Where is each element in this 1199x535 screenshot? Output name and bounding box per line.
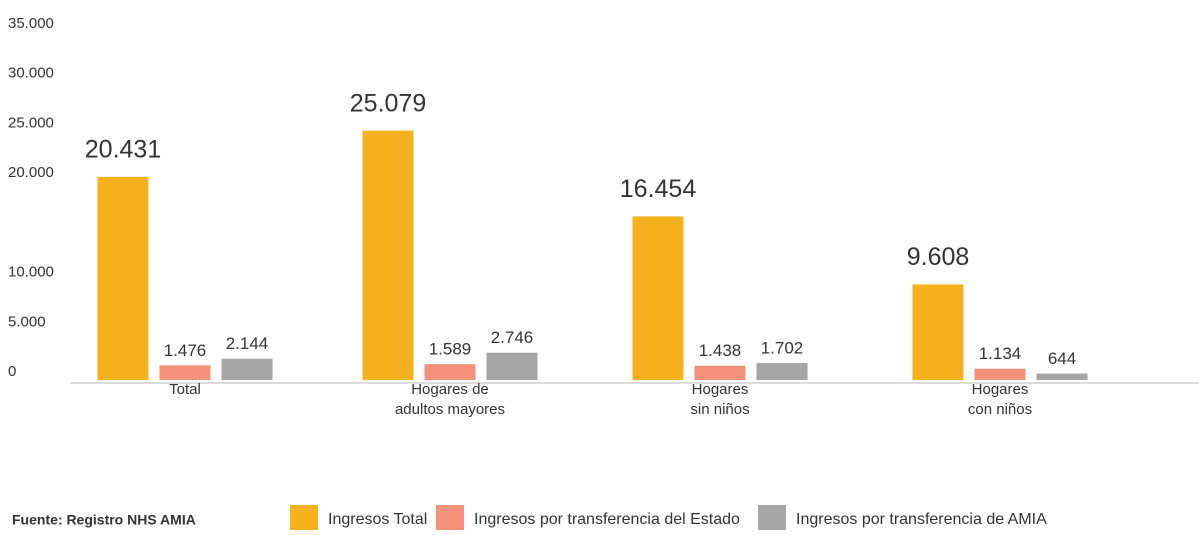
- legend-label: Ingresos por transferencia del Estado: [474, 511, 740, 528]
- legend-swatch: [758, 505, 786, 530]
- x-tick-label-line: Hogares: [692, 381, 749, 398]
- bar: [912, 284, 964, 380]
- legend-swatch: [436, 505, 464, 530]
- value-label: 2.144: [226, 334, 269, 353]
- y-tick-label: 35.000: [8, 15, 54, 32]
- bar: [97, 176, 149, 380]
- bar: [221, 358, 273, 380]
- legend-swatch: [290, 505, 318, 530]
- bar: [159, 365, 211, 380]
- value-label: 1.476: [164, 341, 207, 360]
- y-tick-label: 30.000: [8, 65, 54, 82]
- value-label: 2.746: [491, 328, 534, 347]
- value-label: 1.702: [761, 339, 804, 358]
- x-tick-label-line: sin niños: [690, 401, 749, 418]
- x-tick-label-line: Total: [169, 381, 201, 398]
- legend-label: Ingresos por transferencia de AMIA: [796, 511, 1047, 528]
- bar: [694, 365, 746, 380]
- value-label: 20.431: [85, 135, 161, 163]
- x-tick-label-line: adultos mayores: [395, 401, 505, 418]
- bar: [756, 363, 808, 380]
- bar: [632, 216, 684, 380]
- value-label: 1.589: [429, 340, 472, 359]
- y-tick-label: 20.000: [8, 164, 54, 181]
- bar: [486, 352, 538, 380]
- y-tick-label: 0: [8, 363, 16, 380]
- value-label: 16.454: [620, 175, 697, 203]
- value-label: 1.438: [699, 341, 742, 360]
- x-tick-label: Hogares de adultos mayores: [395, 381, 505, 418]
- y-tick-label: 25.000: [8, 114, 54, 131]
- y-tick-label: 10.000: [8, 264, 54, 281]
- value-label: 1.134: [979, 344, 1022, 363]
- bar: [974, 368, 1026, 380]
- value-label: 25.079: [350, 89, 426, 117]
- x-tick-label-line: con niños: [968, 401, 1032, 418]
- y-tick-label: 5.000: [8, 313, 46, 330]
- x-tick-label-line: Hogares de: [411, 381, 489, 398]
- value-label: 644: [1048, 349, 1076, 368]
- legend-label: Ingresos Total: [328, 511, 427, 528]
- value-label: 9.608: [907, 243, 970, 271]
- bar: [362, 130, 414, 380]
- x-tick-label-line: Hogares: [972, 381, 1029, 398]
- x-tick-label: Total: [169, 381, 201, 398]
- bar: [424, 364, 476, 380]
- x-tick-label: Hogares sin niños: [690, 381, 749, 418]
- source: Fuente: Registro NHS AMIA: [12, 512, 196, 528]
- bar: [1036, 373, 1088, 380]
- x-tick-label: Hogares con niños: [968, 381, 1032, 418]
